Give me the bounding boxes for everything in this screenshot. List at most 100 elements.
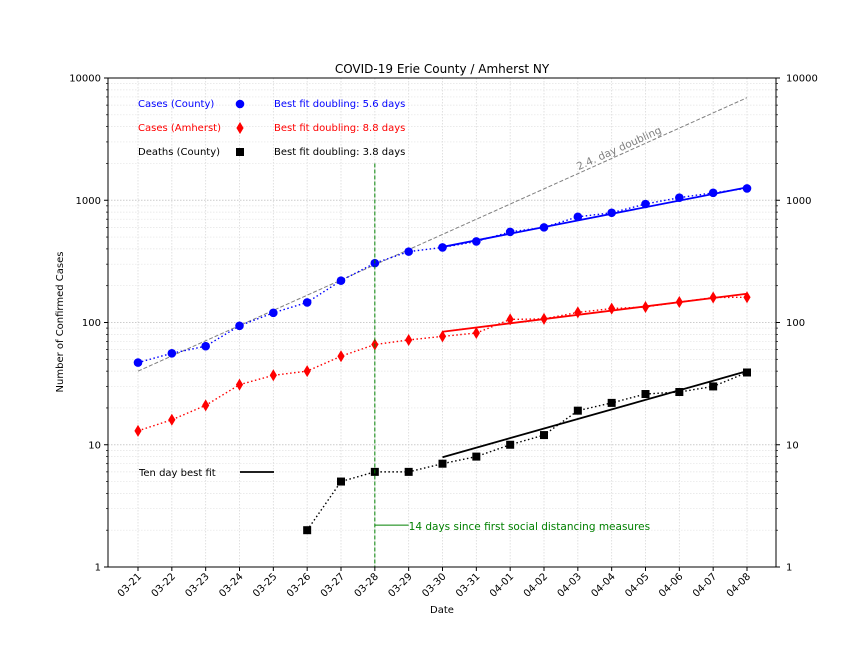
y-tick-label-left: 1000	[76, 196, 101, 207]
data-point-1-17	[709, 291, 717, 304]
x-tick-label: 04-01	[488, 571, 516, 599]
y-tick-label-right: 1000	[786, 196, 811, 207]
fit-line-2	[442, 370, 748, 459]
data-point-0-1	[167, 348, 177, 358]
x-axis-label: Date	[430, 605, 454, 616]
data-point-0-4	[269, 308, 278, 318]
x-tick-label: 04-04	[589, 571, 617, 599]
y-tick-label-left: 1	[95, 563, 101, 574]
data-point-1-6	[337, 350, 345, 363]
x-tick-label: 04-07	[691, 571, 719, 599]
data-point-1-8	[405, 333, 413, 346]
data-point-1-16	[675, 296, 683, 309]
data-point-1-0	[134, 424, 142, 437]
x-tick-label: 04-08	[725, 571, 753, 599]
data-point-1-15	[641, 300, 650, 313]
social-distancing-label: 14 days since first social distancing me…	[409, 521, 650, 533]
data-point-0-3	[235, 321, 244, 331]
data-point-1-9	[438, 330, 447, 343]
data-point-0-13	[573, 212, 583, 222]
legend-entry-1: Cases (Amherst)	[138, 123, 221, 134]
data-point-1-12	[540, 312, 548, 325]
data-point-2-8	[404, 467, 413, 476]
x-tick-label: 04-03	[556, 571, 584, 599]
data-point-2-15	[641, 390, 650, 399]
x-tick-label: 03-30	[420, 571, 448, 599]
data-point-0-6	[336, 276, 346, 285]
x-tick-label: 03-27	[319, 571, 347, 599]
data-point-1-18	[743, 291, 751, 304]
y-tick-label-left: 100	[82, 318, 101, 329]
x-tick-label: 03-28	[353, 571, 381, 599]
legend-entry-0: Cases (County)	[138, 99, 214, 110]
data-point-0-9	[438, 243, 447, 252]
x-tick-label: 03-31	[454, 571, 482, 599]
x-tick-label: 04-02	[522, 571, 550, 599]
legend-marker-2	[236, 148, 244, 156]
y-tick-label-right: 10	[786, 440, 799, 451]
data-point-2-9	[438, 459, 447, 468]
series-layer	[133, 184, 752, 535]
fit-line-0	[442, 186, 748, 248]
x-tick-label: 03-26	[285, 571, 313, 599]
data-point-0-10	[472, 237, 481, 246]
data-point-0-15	[641, 199, 650, 209]
legend: Cases (County) Best fit doubling: 5.6 day…	[138, 99, 405, 479]
legend-marker-1	[236, 122, 244, 134]
data-point-1-5	[303, 365, 311, 378]
data-point-1-13	[574, 306, 582, 319]
data-point-0-8	[404, 247, 413, 256]
data-point-2-10	[472, 452, 481, 461]
data-point-2-11	[506, 440, 515, 449]
data-point-2-13	[573, 406, 582, 415]
data-point-1-4	[269, 369, 277, 382]
annotations: 2.4. day doubling 14 days since first soc…	[374, 124, 663, 567]
y-tick-label-left: 10	[88, 440, 101, 451]
x-tick-label: 03-24	[217, 571, 245, 599]
y-tick-label-right: 1	[786, 563, 792, 574]
data-point-1-10	[472, 327, 480, 340]
x-tick-label: 03-21	[116, 571, 144, 599]
legend-fit-label-1: Best fit doubling: 8.8 days	[274, 123, 405, 134]
reference-line-label: 2.4. day doubling	[575, 124, 663, 172]
y-tick-label-right: 100	[786, 318, 805, 329]
data-point-0-11	[505, 227, 515, 237]
x-tick-label: 03-29	[386, 571, 414, 599]
data-point-1-1	[168, 413, 176, 426]
data-point-2-14	[607, 398, 616, 407]
x-tick-label: 03-25	[251, 571, 279, 599]
data-point-1-2	[202, 399, 210, 412]
data-point-2-5	[303, 526, 312, 535]
data-point-0-0	[133, 358, 143, 367]
data-point-0-2	[201, 341, 210, 351]
x-tick-label: 04-06	[657, 571, 685, 599]
data-point-2-6	[337, 477, 345, 486]
x-tick-label: 03-23	[183, 571, 211, 599]
data-point-2-17	[709, 382, 718, 391]
legend-fit-label-2: Best fit doubling: 3.8 days	[274, 147, 405, 158]
data-point-0-5	[302, 298, 312, 307]
chart-title: COVID-19 Erie County / Amherst NY	[335, 62, 550, 76]
data-point-0-16	[675, 193, 684, 202]
legend-ten-day-fit: Ten day best fit	[138, 468, 216, 479]
data-point-2-16	[675, 388, 684, 397]
data-point-0-12	[539, 223, 549, 232]
x-tick-label: 04-05	[623, 571, 651, 599]
data-point-1-11	[506, 313, 514, 326]
data-point-0-18	[742, 184, 752, 193]
series-line-2	[306, 371, 748, 531]
legend-marker-0	[235, 99, 245, 109]
data-point-1-14	[608, 302, 616, 315]
data-point-2-18	[743, 368, 751, 377]
legend-fit-label-0: Best fit doubling: 5.6 days	[274, 99, 405, 110]
data-point-0-17	[708, 188, 718, 198]
data-point-2-12	[540, 431, 548, 440]
y-tick-label-left: 10000	[69, 74, 101, 85]
x-tick-label: 03-22	[150, 571, 178, 599]
legend-entry-2: Deaths (County)	[138, 147, 220, 158]
data-point-1-3	[235, 378, 244, 391]
data-point-0-14	[607, 208, 616, 218]
y-tick-label-right: 10000	[786, 74, 818, 85]
y-axis-label: Number of Confirmed Cases	[55, 252, 66, 393]
